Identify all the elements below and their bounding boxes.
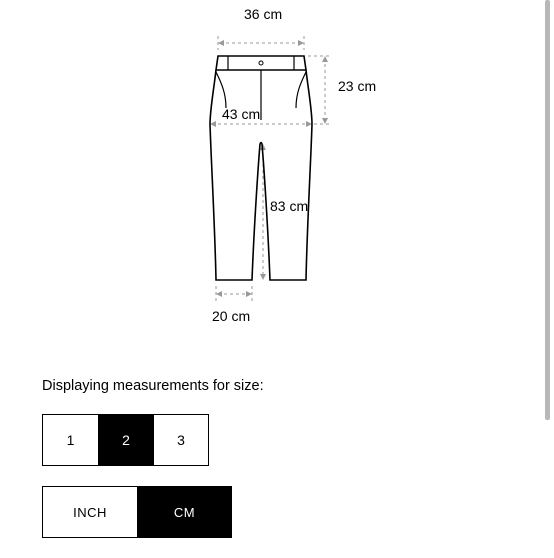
label-hem: 20 cm bbox=[212, 308, 250, 324]
unit-option-inch[interactable]: INCH bbox=[43, 487, 137, 537]
dim-waist bbox=[218, 36, 304, 50]
pants-svg bbox=[160, 28, 420, 328]
label-hip: 43 cm bbox=[222, 106, 260, 122]
scrollbar[interactable] bbox=[545, 0, 550, 420]
size-option-2[interactable]: 2 bbox=[98, 415, 153, 465]
label-rise: 23 cm bbox=[338, 78, 376, 94]
dim-hem bbox=[216, 286, 252, 302]
size-selector: 1 2 3 bbox=[42, 414, 209, 466]
controls-caption: Displaying measurements for size: bbox=[42, 378, 264, 394]
size-option-1[interactable]: 1 bbox=[43, 415, 98, 465]
label-inseam: 83 cm bbox=[270, 198, 308, 214]
measurement-diagram: 36 cm 23 cm 43 cm 83 cm 20 cm bbox=[160, 28, 420, 328]
label-waist: 36 cm bbox=[244, 6, 282, 22]
size-option-3[interactable]: 3 bbox=[153, 415, 208, 465]
pants-outline bbox=[210, 56, 312, 280]
size-controls: Displaying measurements for size: 1 2 3 … bbox=[42, 378, 264, 558]
unit-option-cm[interactable]: CM bbox=[137, 487, 231, 537]
unit-selector: INCH CM bbox=[42, 486, 232, 538]
